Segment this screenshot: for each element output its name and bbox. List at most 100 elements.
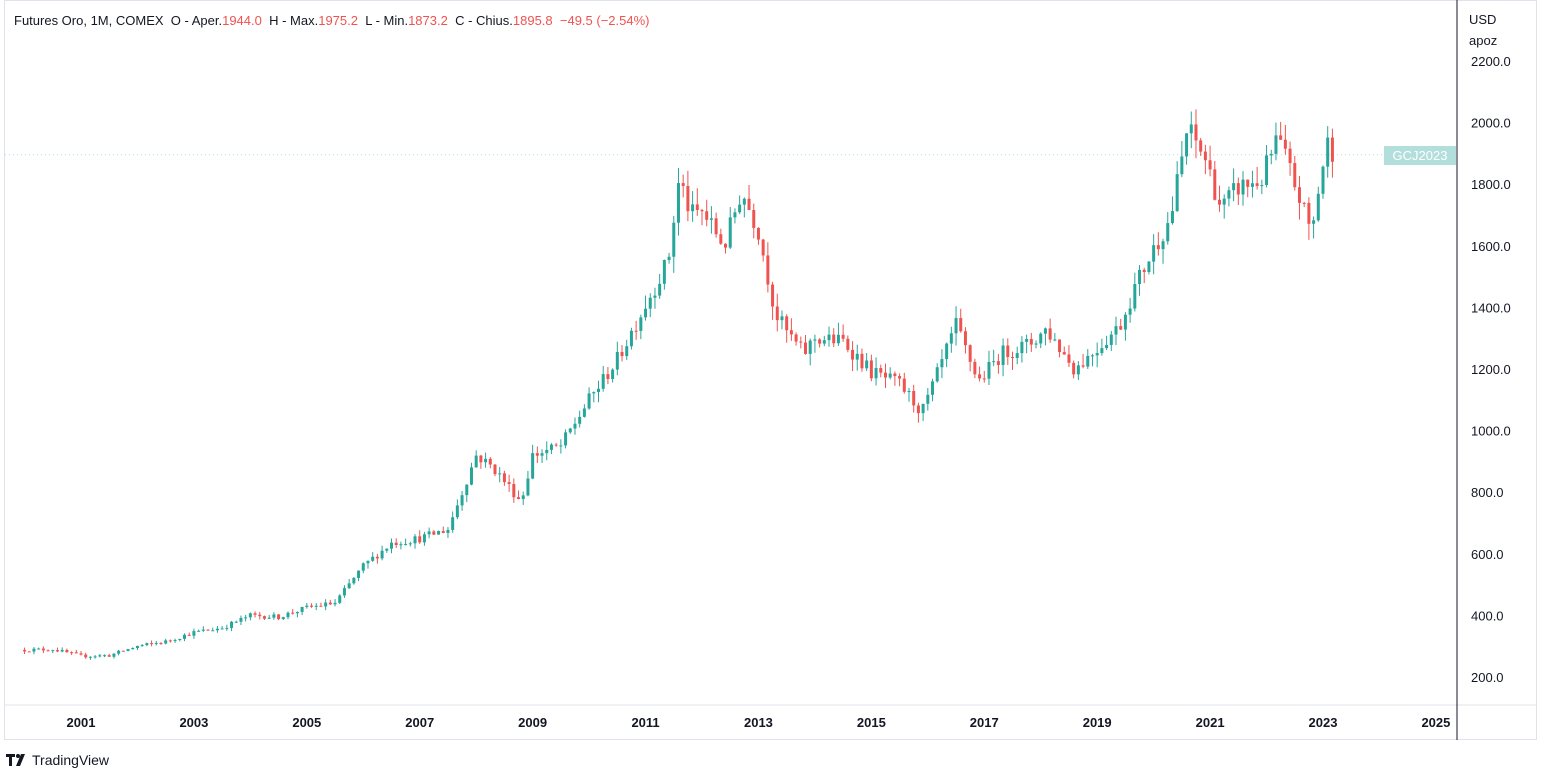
candle-body	[568, 428, 572, 433]
candle-body	[267, 617, 271, 619]
candle-body	[597, 388, 600, 393]
candle-body	[310, 605, 314, 607]
change-value: −49.5 (−2.54%)	[559, 13, 650, 28]
candlestick-chart[interactable]: 2200.0 2000.0 1800.0 1600.0 1400.0 1200.0 1000…	[0, 0, 1546, 740]
candle-body	[1109, 334, 1113, 345]
candle-body	[1227, 190, 1231, 199]
candle-body	[836, 334, 840, 344]
candle-body	[1255, 183, 1259, 187]
candle-body	[545, 449, 549, 454]
candle-body	[1189, 124, 1193, 134]
brand-label: TradingView	[32, 752, 110, 768]
candle-body	[785, 316, 789, 331]
candle-body	[1029, 339, 1033, 345]
candle-body	[733, 212, 737, 218]
y-tick-label: 1800.0	[1471, 177, 1511, 192]
candle-body	[197, 630, 201, 632]
candle-body	[1246, 179, 1250, 187]
candle-body	[1081, 365, 1085, 367]
candle-body	[1274, 135, 1278, 154]
candle-body	[992, 361, 996, 363]
candle-body	[1006, 345, 1010, 358]
candle-body	[465, 484, 469, 496]
candle-body	[46, 650, 50, 652]
open-value: 1944.0	[222, 13, 262, 28]
y-tick-label: 200.0	[1471, 670, 1504, 685]
candle-body	[121, 650, 125, 652]
candle-body	[437, 531, 441, 535]
candle-body	[225, 627, 229, 629]
candle-body	[676, 183, 680, 223]
candle-body	[681, 183, 685, 187]
candle-body	[592, 392, 596, 394]
candle-body	[23, 649, 27, 652]
candle-body	[1114, 326, 1118, 335]
candle-body	[982, 378, 986, 380]
candle-body	[606, 374, 610, 380]
candle-body	[1180, 156, 1184, 175]
symbol-label[interactable]: Futures Oro, 1M, COMEX	[14, 13, 164, 28]
candle-body	[827, 334, 831, 341]
candle-body	[1086, 355, 1090, 367]
candle-body	[357, 570, 361, 578]
candle-body	[498, 473, 502, 475]
candle-body	[244, 617, 248, 619]
x-tick-label: 2023	[1309, 715, 1338, 730]
candle-body	[446, 529, 450, 534]
candle-body	[159, 643, 163, 645]
candle-body	[738, 204, 742, 213]
candle-body	[667, 256, 671, 260]
candle-body	[192, 631, 196, 636]
candle-body	[625, 346, 629, 357]
candle-body	[959, 318, 963, 332]
candle-body	[394, 542, 398, 546]
candle-body	[1170, 211, 1174, 224]
candle-body	[808, 340, 812, 354]
candle-body	[277, 614, 281, 620]
candle-body	[98, 655, 102, 657]
candle-body	[582, 408, 586, 417]
candle-body	[761, 239, 765, 256]
candle-body	[1001, 345, 1005, 365]
candle-body	[521, 495, 525, 500]
candle-body	[366, 560, 370, 564]
candle-body	[865, 360, 869, 369]
candle-body	[1194, 124, 1198, 141]
x-tick-label: 2025	[1421, 715, 1450, 730]
candle-body	[1293, 163, 1297, 188]
candle-body	[32, 648, 36, 652]
candle-body	[399, 544, 403, 546]
candle-body	[427, 531, 431, 535]
tradingview-brand[interactable]: TradingView	[6, 752, 109, 768]
candle-body	[338, 595, 342, 603]
candle-body	[291, 612, 295, 614]
candle-body	[230, 621, 234, 628]
candle-body	[187, 634, 191, 636]
candle-body	[70, 652, 74, 654]
candle-body	[201, 629, 205, 631]
candle-body	[686, 186, 690, 212]
y-tick-label: 1200.0	[1471, 362, 1511, 377]
candle-body	[173, 640, 177, 642]
candle-body	[789, 330, 793, 335]
candle-body	[319, 605, 323, 607]
candle-body	[117, 650, 121, 654]
candle-body	[1015, 353, 1019, 359]
candle-body	[380, 550, 384, 559]
x-tick-label: 2013	[744, 715, 773, 730]
candle-body	[1185, 133, 1189, 157]
x-tick-label: 2021	[1196, 715, 1225, 730]
candle-body	[107, 655, 111, 657]
candle-body	[1147, 261, 1151, 273]
candle-body	[747, 198, 751, 211]
candle-body	[234, 621, 238, 623]
candle-body	[573, 423, 577, 429]
candle-body	[1199, 140, 1203, 152]
candle-body	[211, 630, 215, 632]
candle-body	[935, 367, 939, 382]
candle-body	[390, 542, 393, 549]
candle-body	[1043, 328, 1047, 334]
candle-body	[512, 484, 516, 498]
candle-body	[1142, 269, 1146, 273]
candle-body	[540, 453, 544, 456]
